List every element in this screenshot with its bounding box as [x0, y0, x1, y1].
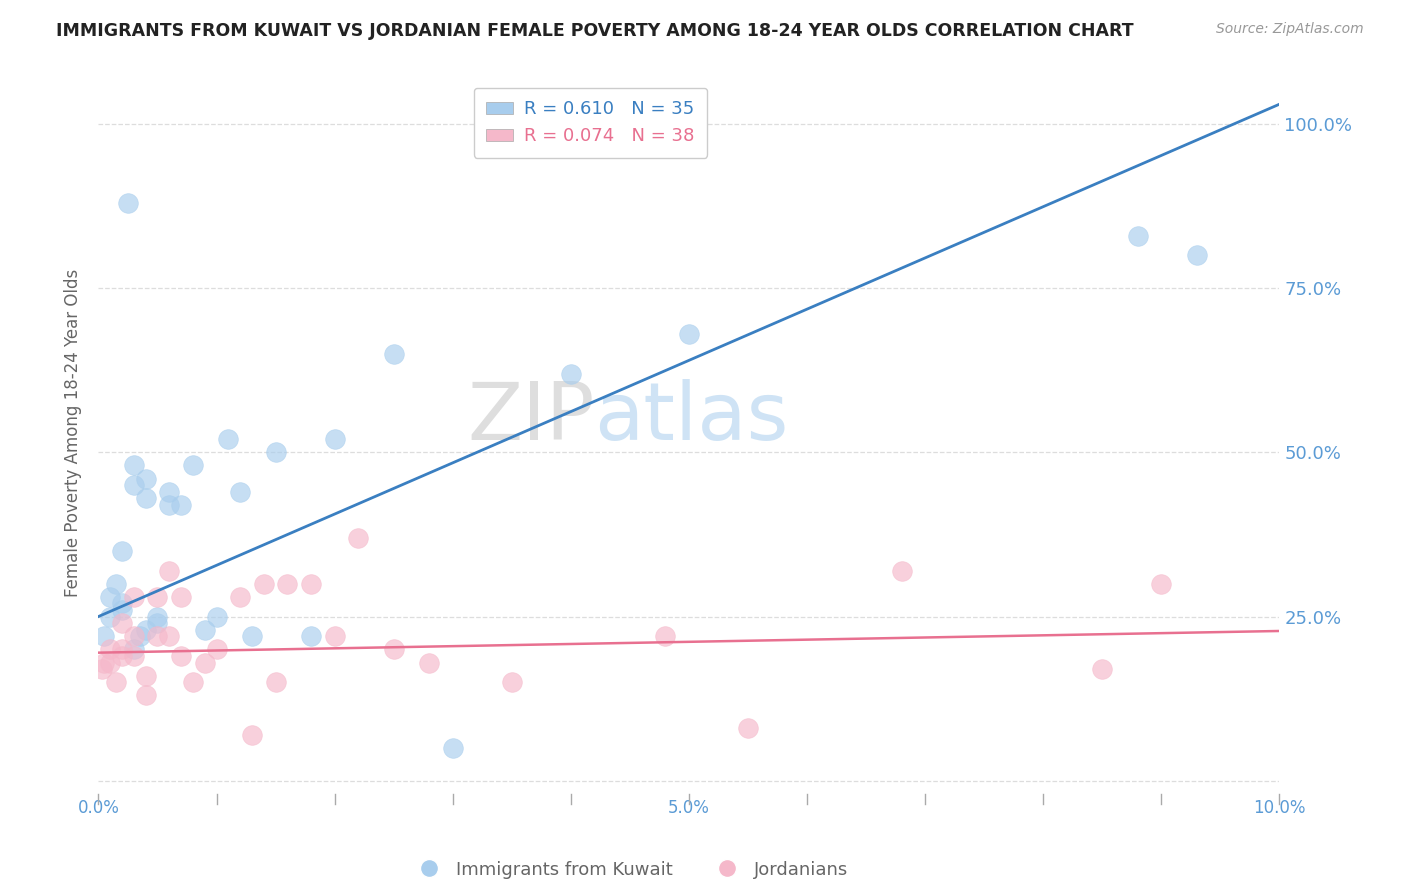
Text: IMMIGRANTS FROM KUWAIT VS JORDANIAN FEMALE POVERTY AMONG 18-24 YEAR OLDS CORRELA: IMMIGRANTS FROM KUWAIT VS JORDANIAN FEMA…	[56, 22, 1133, 40]
Point	[560, 367, 582, 381]
Point	[135, 689, 157, 703]
Point	[299, 629, 322, 643]
Point	[98, 590, 121, 604]
Point	[117, 195, 139, 210]
Point	[111, 596, 134, 610]
Point	[111, 642, 134, 657]
Point	[122, 590, 145, 604]
Point	[157, 498, 180, 512]
Point	[170, 498, 193, 512]
Point	[146, 629, 169, 643]
Point	[93, 629, 115, 643]
Point	[501, 675, 523, 690]
Point	[122, 629, 145, 643]
Point	[1185, 248, 1208, 262]
Point	[122, 648, 145, 663]
Point	[205, 642, 228, 657]
Point	[122, 478, 145, 492]
Point	[122, 642, 145, 657]
Point	[194, 623, 217, 637]
Point	[135, 623, 157, 637]
Point	[105, 675, 128, 690]
Point	[299, 576, 322, 591]
Point	[382, 642, 405, 657]
Point	[157, 484, 180, 499]
Point	[91, 662, 114, 676]
Point	[98, 609, 121, 624]
Point	[217, 432, 239, 446]
Text: Source: ZipAtlas.com: Source: ZipAtlas.com	[1216, 22, 1364, 37]
Point	[205, 609, 228, 624]
Point	[181, 675, 204, 690]
Point	[181, 458, 204, 473]
Text: ZIP: ZIP	[467, 379, 595, 458]
Point	[890, 564, 912, 578]
Point	[276, 576, 298, 591]
Point	[128, 629, 150, 643]
Point	[229, 590, 252, 604]
Point	[323, 629, 346, 643]
Point	[264, 445, 287, 459]
Point	[135, 668, 157, 682]
Point	[1126, 228, 1149, 243]
Point	[441, 740, 464, 755]
Point	[157, 629, 180, 643]
Point	[678, 327, 700, 342]
Point	[135, 472, 157, 486]
Point	[382, 347, 405, 361]
Point	[146, 609, 169, 624]
Point	[146, 616, 169, 631]
Point	[229, 484, 252, 499]
Point	[93, 656, 115, 670]
Point	[323, 432, 346, 446]
Y-axis label: Female Poverty Among 18-24 Year Olds: Female Poverty Among 18-24 Year Olds	[65, 268, 83, 597]
Point	[111, 603, 134, 617]
Point	[347, 531, 370, 545]
Point	[253, 576, 276, 591]
Point	[105, 576, 128, 591]
Point	[418, 656, 440, 670]
Point	[111, 648, 134, 663]
Point	[122, 458, 145, 473]
Point	[98, 656, 121, 670]
Point	[1150, 576, 1173, 591]
Point	[146, 590, 169, 604]
Point	[240, 629, 263, 643]
Point	[135, 491, 157, 506]
Point	[194, 656, 217, 670]
Point	[737, 721, 759, 735]
Point	[157, 564, 180, 578]
Text: atlas: atlas	[595, 379, 789, 458]
Point	[98, 642, 121, 657]
Point	[1091, 662, 1114, 676]
Point	[111, 544, 134, 558]
Point	[264, 675, 287, 690]
Legend: Immigrants from Kuwait, Jordanians: Immigrants from Kuwait, Jordanians	[404, 854, 856, 886]
Point	[170, 590, 193, 604]
Point	[170, 648, 193, 663]
Point	[654, 629, 676, 643]
Point	[240, 728, 263, 742]
Point	[111, 616, 134, 631]
